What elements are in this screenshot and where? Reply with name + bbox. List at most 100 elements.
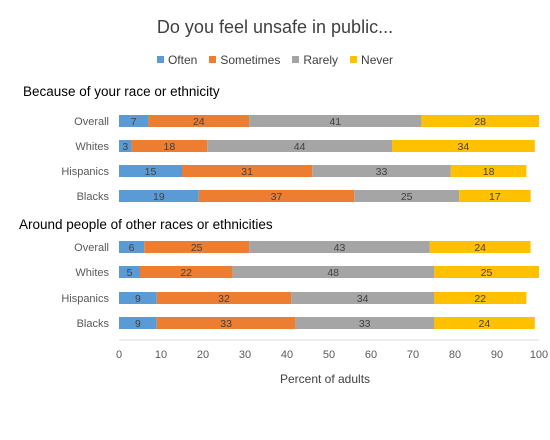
data-label: 15 xyxy=(145,166,157,178)
x-tick-label: 90 xyxy=(491,349,503,361)
bar-segment-sometimes xyxy=(182,165,313,177)
data-label: 18 xyxy=(483,166,495,178)
bar-segment-often xyxy=(119,140,132,152)
bar-segment-rarely xyxy=(312,165,451,177)
data-label: 18 xyxy=(164,141,176,153)
data-label: 25 xyxy=(401,191,413,203)
legend-swatch xyxy=(292,56,300,63)
x-tick-label: 30 xyxy=(239,349,251,361)
data-label: 25 xyxy=(191,242,203,254)
bar-segment-often xyxy=(119,165,182,177)
bar-segment-sometimes xyxy=(140,266,233,278)
data-label: 33 xyxy=(359,318,371,330)
category-label: Overall xyxy=(74,116,109,128)
bar-segment-sometimes xyxy=(131,140,208,152)
data-label: 34 xyxy=(357,293,369,305)
bar-segment-never xyxy=(434,266,539,278)
bar-segment-rarely xyxy=(295,317,434,329)
bar-segment-often xyxy=(119,266,140,278)
category-label: Hispanics xyxy=(61,293,109,305)
legend-swatch xyxy=(350,56,358,63)
x-tick-label: 80 xyxy=(449,349,461,361)
x-tick-label: 0 xyxy=(116,349,122,361)
legend-swatch xyxy=(156,56,164,63)
bar-segment-sometimes xyxy=(148,115,250,127)
legend-label: Rarely xyxy=(303,52,339,67)
bar-segment-often xyxy=(119,317,157,329)
data-label: 5 xyxy=(127,267,133,279)
data-label: 37 xyxy=(271,191,283,203)
legend-item-sometimes: Sometimes xyxy=(209,53,280,67)
bar-segment-sometimes xyxy=(156,292,292,304)
data-label: 17 xyxy=(489,191,501,203)
x-tick-label: 10 xyxy=(155,349,167,361)
x-tick-label: 40 xyxy=(281,349,293,361)
data-label: 19 xyxy=(153,191,165,203)
bar-segment-never xyxy=(429,241,531,253)
data-label: 22 xyxy=(474,293,486,305)
data-label: 24 xyxy=(193,116,205,128)
data-label: 22 xyxy=(180,267,192,279)
x-tick-label: 70 xyxy=(407,349,419,361)
data-label: 7 xyxy=(131,116,137,128)
data-label: 34 xyxy=(458,141,470,153)
data-label: 44 xyxy=(294,141,306,153)
x-axis-label: Percent of adults xyxy=(279,372,371,386)
x-tick-label: 20 xyxy=(197,349,209,361)
bar-segment-often xyxy=(119,190,199,202)
data-label: 32 xyxy=(218,293,230,305)
x-tick-label: 50 xyxy=(323,349,335,361)
bar-segment-never xyxy=(459,190,531,202)
bar-segment-rarely xyxy=(232,266,434,278)
data-label: 33 xyxy=(220,318,232,330)
data-label: 41 xyxy=(329,116,341,128)
legend-item-never: Never xyxy=(350,53,393,67)
bar-segment-never xyxy=(434,292,527,304)
category-label: Blacks xyxy=(77,191,110,203)
bar-segment-rarely xyxy=(207,140,392,152)
data-label: 43 xyxy=(334,242,346,254)
legend-label: Often xyxy=(167,52,198,67)
group-title-race: Because of your race or ethnicity xyxy=(23,84,220,99)
legend-label: Never xyxy=(361,52,394,67)
category-label: Hispanics xyxy=(61,166,109,178)
bar-segment-rarely xyxy=(291,292,434,304)
bar-segment-often xyxy=(119,241,145,253)
legend: Often Sometimes Rarely Never xyxy=(0,52,550,67)
bar-segment-sometimes xyxy=(198,190,355,202)
bar-segment-sometimes xyxy=(144,241,250,253)
group-title-around-people: Around people of other races or ethnicit… xyxy=(19,217,273,232)
category-label: Whites xyxy=(75,141,109,153)
x-tick-label: 100 xyxy=(530,349,548,361)
legend-item-often: Often xyxy=(156,52,198,67)
data-label: 48 xyxy=(327,267,339,279)
legend-item-rarely: Rarely xyxy=(292,53,338,67)
data-label: 24 xyxy=(474,242,486,254)
data-label: 28 xyxy=(474,116,486,128)
bar-segment-never xyxy=(434,317,535,329)
bar-segment-never xyxy=(392,140,535,152)
bar-segment-rarely xyxy=(249,241,430,253)
legend-swatch xyxy=(209,56,217,63)
data-label: 24 xyxy=(479,318,491,330)
bar-segment-often xyxy=(119,115,149,127)
data-label: 25 xyxy=(481,267,493,279)
category-label: Blacks xyxy=(77,318,110,330)
bar-segment-often xyxy=(119,292,157,304)
data-label: 33 xyxy=(376,166,388,178)
bar-segment-never xyxy=(450,165,527,177)
data-label: 3 xyxy=(122,141,128,153)
data-label: 6 xyxy=(129,242,135,254)
bar-segment-never xyxy=(421,115,539,127)
bar-segment-sometimes xyxy=(156,317,296,329)
bar-segment-rarely xyxy=(249,115,422,127)
data-label: 9 xyxy=(135,293,141,305)
category-label: Overall xyxy=(74,242,109,254)
data-label: 9 xyxy=(135,318,141,330)
chart-title: Do you feel unsafe in public... xyxy=(156,17,394,37)
data-label: 31 xyxy=(241,166,253,178)
x-tick-label: 60 xyxy=(365,349,377,361)
legend-label: Sometimes xyxy=(220,52,281,67)
category-label: Whites xyxy=(75,267,109,279)
